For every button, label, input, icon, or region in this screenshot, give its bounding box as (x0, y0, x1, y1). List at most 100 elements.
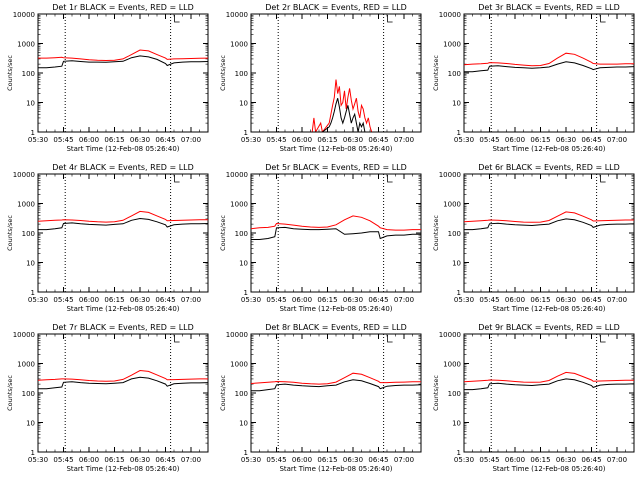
panel-title: Det 4r BLACK = Events, RED = LLD (52, 163, 194, 172)
x-tick-label: 06:15 (104, 136, 124, 144)
panel-det-7: Det 7r BLACK = Events, RED = LLD 1 10 100 10… (6, 323, 209, 473)
y-tick-label: 100 (22, 70, 35, 78)
x-tick-label: 05:30 (241, 136, 261, 144)
corner-marker (600, 335, 606, 343)
y-tick-label: 10000 (439, 11, 461, 19)
panel-title: Det 8r BLACK = Events, RED = LLD (265, 323, 407, 332)
series-line-lld (464, 52, 634, 67)
panel-det-1: Det 1r BLACK = Events, RED = LLD 1 10 100 10… (6, 3, 209, 153)
x-tick-label: 05:45 (266, 136, 286, 144)
series-line-events (251, 226, 421, 240)
x-tick-label: 06:30 (556, 136, 576, 144)
series-line-lld (38, 49, 208, 62)
plot-frame (250, 13, 422, 133)
x-tick-label: 05:45 (479, 456, 499, 464)
x-tick-label: 05:45 (266, 456, 286, 464)
y-tick-label: 100 (235, 230, 248, 238)
y-tick-label: 10 (239, 100, 248, 108)
y-tick-label: 10000 (439, 331, 461, 339)
x-tick-label: 07:00 (181, 136, 201, 144)
x-tick-label: 05:30 (454, 136, 474, 144)
y-tick-label: 10 (26, 100, 35, 108)
x-axis-label: Start Time (12-Feb-08 05:26:40) (492, 145, 605, 153)
panel-title: Det 2r BLACK = Events, RED = LLD (265, 3, 407, 12)
x-tick-label: 05:30 (454, 456, 474, 464)
y-tick-label: 100 (22, 230, 35, 238)
x-tick-label: 05:30 (241, 456, 261, 464)
x-tick-label: 06:15 (317, 296, 337, 304)
y-tick-label: 100 (235, 390, 248, 398)
x-axis-label: Start Time (12-Feb-08 05:26:40) (66, 145, 179, 153)
y-tick-label: 100 (448, 390, 461, 398)
x-tick-label: 05:30 (454, 296, 474, 304)
x-tick-label: 05:45 (266, 296, 286, 304)
y-axis-label: Counts/sec (219, 55, 227, 91)
x-tick-label: 07:00 (181, 456, 201, 464)
y-tick-label: 1000 (17, 201, 35, 209)
x-axis-label: Start Time (12-Feb-08 05:26:40) (279, 145, 392, 153)
x-tick-label: 06:15 (530, 136, 550, 144)
x-tick-label: 06:30 (343, 296, 363, 304)
y-tick-label: 10 (452, 420, 461, 428)
series-line-lld (38, 210, 208, 223)
x-tick-label: 05:45 (53, 456, 73, 464)
x-axis-label: Start Time (12-Feb-08 05:26:40) (492, 465, 605, 473)
y-tick-label: 1000 (443, 41, 461, 49)
x-tick-label: 07:00 (607, 296, 627, 304)
y-tick-label: 10 (26, 260, 35, 268)
y-tick-label: 1 (244, 449, 248, 457)
plot-frame (463, 173, 635, 293)
y-tick-label: 1 (457, 449, 461, 457)
y-tick-label: 1000 (443, 361, 461, 369)
y-tick-label: 10000 (439, 171, 461, 179)
panel-title: Det 1r BLACK = Events, RED = LLD (52, 3, 194, 12)
y-tick-label: 1 (31, 129, 35, 137)
x-axis-label: Start Time (12-Feb-08 05:26:40) (66, 465, 179, 473)
corner-marker (387, 335, 393, 343)
x-tick-label: 06:00 (79, 136, 99, 144)
y-tick-label: 100 (448, 230, 461, 238)
x-tick-label: 07:00 (394, 456, 414, 464)
x-tick-label: 06:30 (130, 136, 150, 144)
series-line-lld (38, 369, 208, 382)
y-tick-label: 10 (239, 260, 248, 268)
x-tick-label: 06:00 (79, 296, 99, 304)
x-tick-label: 06:00 (505, 456, 525, 464)
y-axis-label: Counts/sec (432, 55, 440, 91)
series-line-events (464, 61, 634, 73)
y-tick-label: 1 (31, 449, 35, 457)
plot-frame (250, 173, 422, 293)
y-axis-label: Counts/sec (432, 375, 440, 411)
y-axis-label: Counts/sec (432, 215, 440, 251)
series-line-lld (464, 371, 634, 383)
panel-title: Det 7r BLACK = Events, RED = LLD (52, 323, 194, 332)
x-tick-label: 05:30 (28, 136, 48, 144)
corner-marker (387, 175, 393, 183)
x-tick-label: 06:45 (581, 296, 601, 304)
plot-frame (37, 333, 209, 453)
x-tick-label: 06:15 (530, 296, 550, 304)
series-line-events (38, 55, 208, 69)
x-tick-label: 06:15 (317, 136, 337, 144)
x-tick-label: 06:30 (343, 456, 363, 464)
panel-det-9: Det 9r BLACK = Events, RED = LLD 1 10 100 10… (432, 323, 635, 473)
panel-det-5: Det 5r BLACK = Events, RED = LLD 1 10 100 10… (219, 163, 422, 313)
x-tick-label: 06:15 (317, 456, 337, 464)
x-tick-label: 06:15 (104, 296, 124, 304)
x-tick-label: 06:45 (155, 296, 175, 304)
x-tick-label: 06:00 (505, 136, 525, 144)
y-tick-label: 100 (22, 390, 35, 398)
y-axis-label: Counts/sec (6, 55, 14, 91)
y-tick-label: 100 (448, 70, 461, 78)
series-line-lld (311, 79, 373, 132)
y-tick-label: 1000 (17, 361, 35, 369)
y-tick-label: 1000 (230, 361, 248, 369)
y-tick-label: 1 (31, 289, 35, 297)
x-tick-label: 06:00 (292, 456, 312, 464)
y-tick-label: 1000 (17, 41, 35, 49)
x-tick-label: 07:00 (607, 136, 627, 144)
y-tick-label: 10 (452, 100, 461, 108)
panel-title: Det 6r BLACK = Events, RED = LLD (478, 163, 620, 172)
x-tick-label: 06:00 (292, 296, 312, 304)
panel-title: Det 9r BLACK = Events, RED = LLD (478, 323, 620, 332)
